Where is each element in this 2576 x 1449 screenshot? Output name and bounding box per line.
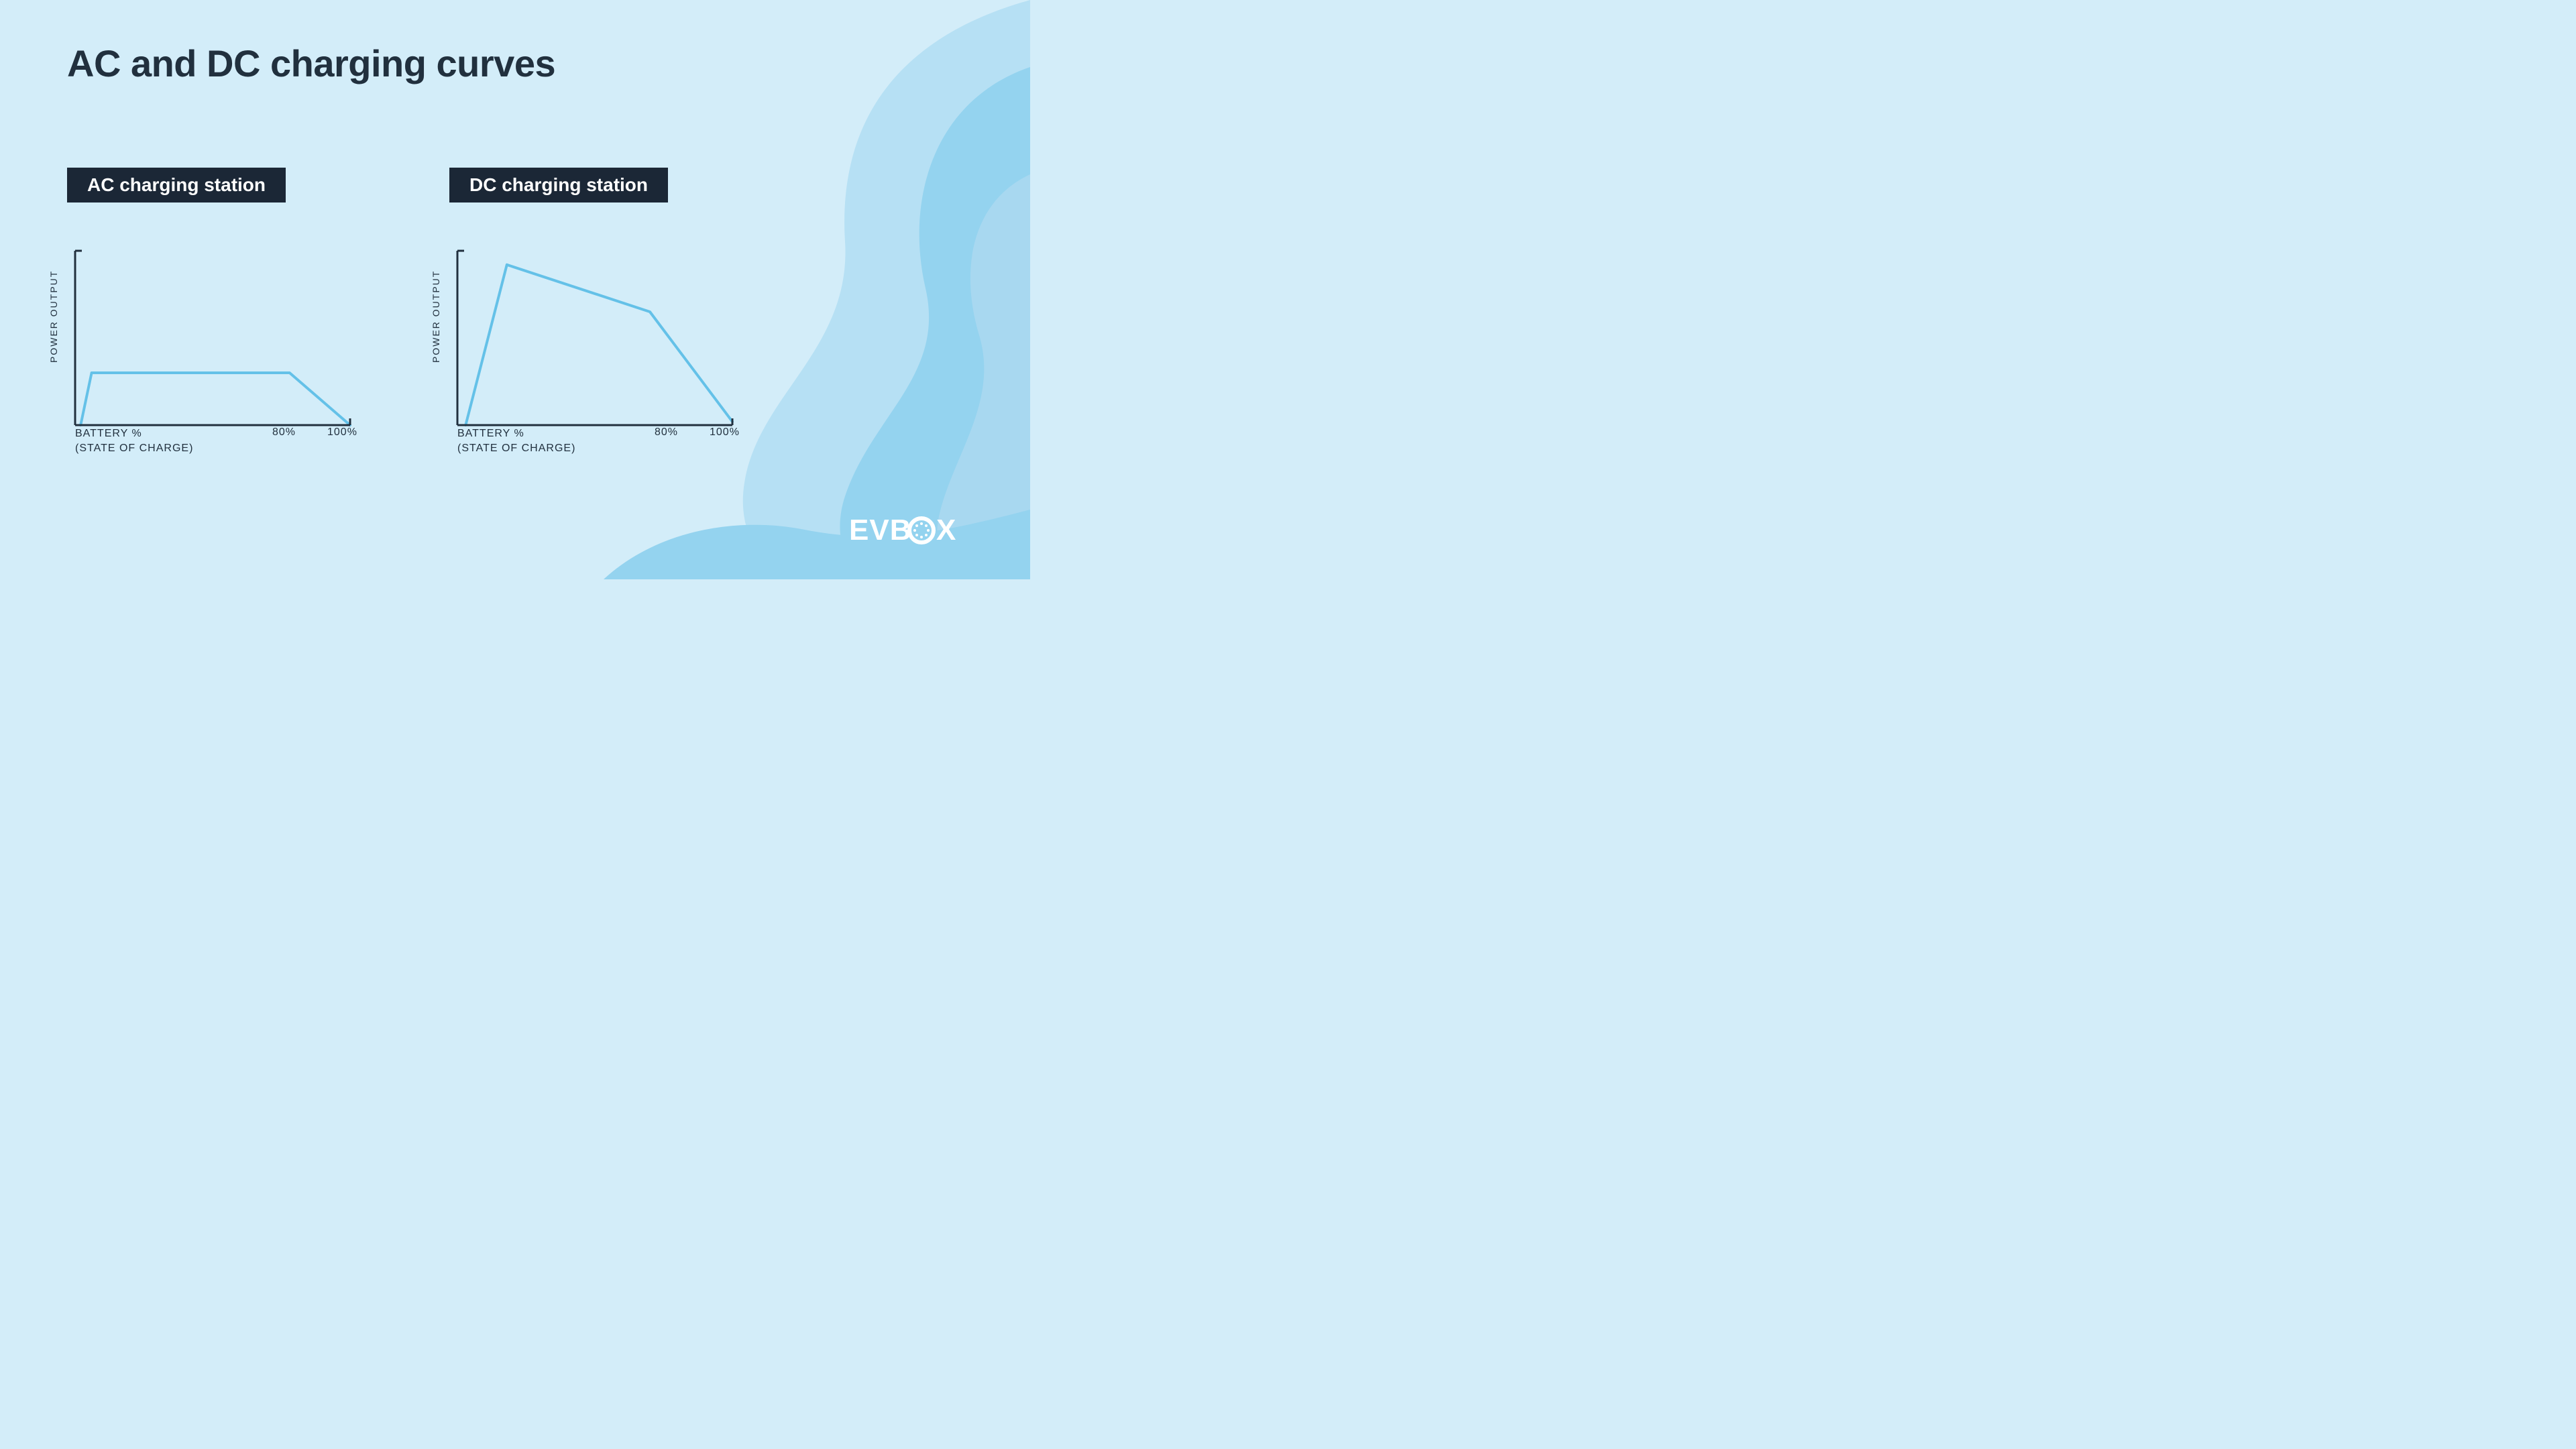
ac-xlabel-line2: (STATE OF CHARGE) bbox=[75, 441, 193, 456]
ac-curve bbox=[80, 373, 350, 425]
dc-xtick-80: 80% bbox=[655, 426, 678, 439]
dc-y-axis bbox=[457, 251, 464, 425]
ac-x-axis bbox=[75, 418, 350, 425]
charts-row: AC charging stationPOWER OUTPUTBATTERY %… bbox=[67, 168, 950, 417]
ac-xlabel-line1: BATTERY % bbox=[75, 426, 193, 441]
ac-xtick-80: 80% bbox=[272, 426, 296, 439]
dc-xlabel-main: BATTERY %(STATE OF CHARGE) bbox=[457, 426, 575, 457]
ac-chart-area: POWER OUTPUTBATTERY %(STATE OF CHARGE)80… bbox=[67, 243, 342, 417]
ac-chart-header: AC charging station bbox=[67, 168, 286, 202]
dc-plot: BATTERY %(STATE OF CHARGE)80%100% bbox=[449, 243, 724, 417]
ac-xlabel-main: BATTERY %(STATE OF CHARGE) bbox=[75, 426, 193, 457]
dc-x-axis bbox=[457, 418, 732, 425]
svg-text:EVB: EVB bbox=[849, 514, 911, 546]
dc-xlabel-line1: BATTERY % bbox=[457, 426, 575, 441]
dc-chart-header: DC charging station bbox=[449, 168, 668, 202]
dc-xlabel-line2: (STATE OF CHARGE) bbox=[457, 441, 575, 456]
dc-chart: DC charging station POWER OUTPUTBATTERY %… bbox=[449, 168, 724, 417]
ac-ylabel: POWER OUTPUT bbox=[48, 243, 59, 390]
brand-logo: EVB X bbox=[849, 512, 983, 553]
slide: AC and DC charging curves AC charging st… bbox=[0, 0, 1030, 579]
dc-ylabel: POWER OUTPUT bbox=[431, 243, 441, 390]
ac-chart: AC charging station POWER OUTPUTBATTERY %… bbox=[67, 168, 342, 417]
svg-text:X: X bbox=[936, 514, 956, 546]
ac-y-axis bbox=[75, 251, 82, 425]
ac-xtick-100: 100% bbox=[327, 426, 357, 439]
dc-chart-area: POWER OUTPUTBATTERY %(STATE OF CHARGE)80… bbox=[449, 243, 724, 417]
dc-xtick-100: 100% bbox=[710, 426, 740, 439]
page-title: AC and DC charging curves bbox=[67, 42, 555, 85]
ac-plot: BATTERY %(STATE OF CHARGE)80%100% bbox=[67, 243, 342, 417]
dc-curve bbox=[465, 265, 732, 425]
